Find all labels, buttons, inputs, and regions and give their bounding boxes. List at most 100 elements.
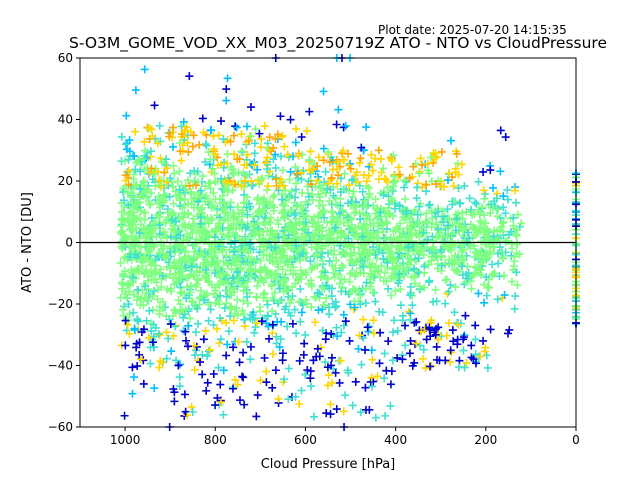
data-point bbox=[416, 154, 425, 163]
data-point bbox=[125, 253, 134, 262]
data-point bbox=[273, 216, 282, 225]
data-point bbox=[408, 301, 417, 310]
data-point bbox=[349, 175, 358, 184]
data-point bbox=[432, 233, 441, 242]
data-point bbox=[159, 196, 168, 205]
data-point bbox=[172, 356, 181, 365]
data-point bbox=[341, 391, 350, 400]
data-point bbox=[362, 278, 371, 287]
data-point bbox=[348, 192, 357, 201]
data-point bbox=[247, 132, 256, 141]
data-point bbox=[409, 264, 418, 273]
data-point bbox=[214, 363, 223, 372]
data-point bbox=[437, 182, 446, 191]
data-point bbox=[130, 237, 139, 246]
data-point bbox=[328, 261, 337, 270]
data-point bbox=[208, 215, 217, 224]
data-point bbox=[234, 337, 243, 346]
data-point bbox=[250, 217, 259, 226]
data-point bbox=[153, 167, 162, 176]
data-point bbox=[407, 225, 416, 234]
data-point bbox=[482, 273, 491, 282]
data-point bbox=[388, 187, 397, 196]
data-point bbox=[188, 228, 197, 237]
data-point bbox=[162, 328, 171, 337]
data-point bbox=[339, 211, 348, 220]
data-point bbox=[140, 270, 149, 279]
data-point bbox=[447, 229, 456, 238]
data-point bbox=[131, 86, 140, 95]
data-point bbox=[116, 259, 125, 268]
data-point bbox=[357, 143, 366, 152]
data-point bbox=[260, 263, 269, 272]
data-point bbox=[120, 267, 129, 276]
data-point bbox=[359, 315, 368, 324]
data-point bbox=[371, 195, 380, 204]
data-point bbox=[459, 346, 468, 355]
data-point bbox=[277, 175, 286, 184]
data-point bbox=[211, 248, 220, 257]
data-point bbox=[414, 254, 423, 263]
data-point bbox=[251, 323, 260, 332]
data-point bbox=[338, 283, 347, 292]
data-point bbox=[296, 317, 305, 326]
data-point bbox=[381, 268, 390, 277]
data-point bbox=[176, 231, 185, 240]
data-point bbox=[148, 175, 157, 184]
data-point bbox=[327, 292, 336, 301]
data-point bbox=[124, 201, 133, 210]
data-point bbox=[290, 210, 299, 219]
data-point bbox=[151, 323, 160, 332]
data-point bbox=[181, 336, 190, 345]
data-point bbox=[313, 221, 322, 230]
data-point bbox=[271, 135, 280, 144]
data-point bbox=[415, 169, 424, 178]
data-point bbox=[149, 332, 158, 341]
data-point bbox=[322, 282, 331, 291]
data-point bbox=[509, 221, 518, 230]
data-point bbox=[394, 244, 403, 253]
data-point bbox=[297, 386, 306, 395]
data-point bbox=[336, 356, 345, 365]
data-point bbox=[184, 321, 193, 330]
data-point bbox=[451, 226, 460, 235]
data-point bbox=[199, 251, 208, 260]
data-point bbox=[235, 396, 244, 405]
data-point bbox=[210, 269, 219, 278]
data-point bbox=[480, 347, 489, 356]
data-point bbox=[247, 272, 256, 281]
data-point bbox=[346, 300, 355, 309]
data-point bbox=[401, 341, 410, 350]
data-point bbox=[178, 265, 187, 274]
data-point bbox=[388, 356, 397, 365]
data-point bbox=[169, 385, 178, 394]
data-point bbox=[139, 379, 148, 388]
data-point bbox=[494, 259, 503, 268]
data-point bbox=[387, 243, 396, 252]
data-point bbox=[334, 270, 343, 279]
data-point bbox=[275, 297, 284, 306]
data-point bbox=[361, 226, 370, 235]
data-point bbox=[356, 300, 365, 309]
data-point bbox=[206, 179, 215, 188]
data-point bbox=[389, 274, 398, 283]
data-point bbox=[484, 283, 493, 292]
data-point bbox=[290, 305, 299, 314]
data-point bbox=[362, 177, 371, 186]
data-point bbox=[386, 153, 395, 162]
data-point bbox=[199, 296, 208, 305]
data-point bbox=[480, 194, 489, 203]
data-point bbox=[270, 191, 279, 200]
data-point bbox=[400, 176, 409, 185]
data-point bbox=[346, 164, 355, 173]
data-point bbox=[196, 186, 205, 195]
data-point bbox=[284, 364, 293, 373]
data-point bbox=[383, 177, 392, 186]
data-point bbox=[147, 326, 156, 335]
data-point bbox=[286, 206, 295, 215]
data-point bbox=[168, 182, 177, 191]
data-point bbox=[428, 232, 437, 241]
data-point bbox=[269, 350, 278, 359]
data-point bbox=[269, 155, 278, 164]
data-point bbox=[376, 328, 385, 337]
